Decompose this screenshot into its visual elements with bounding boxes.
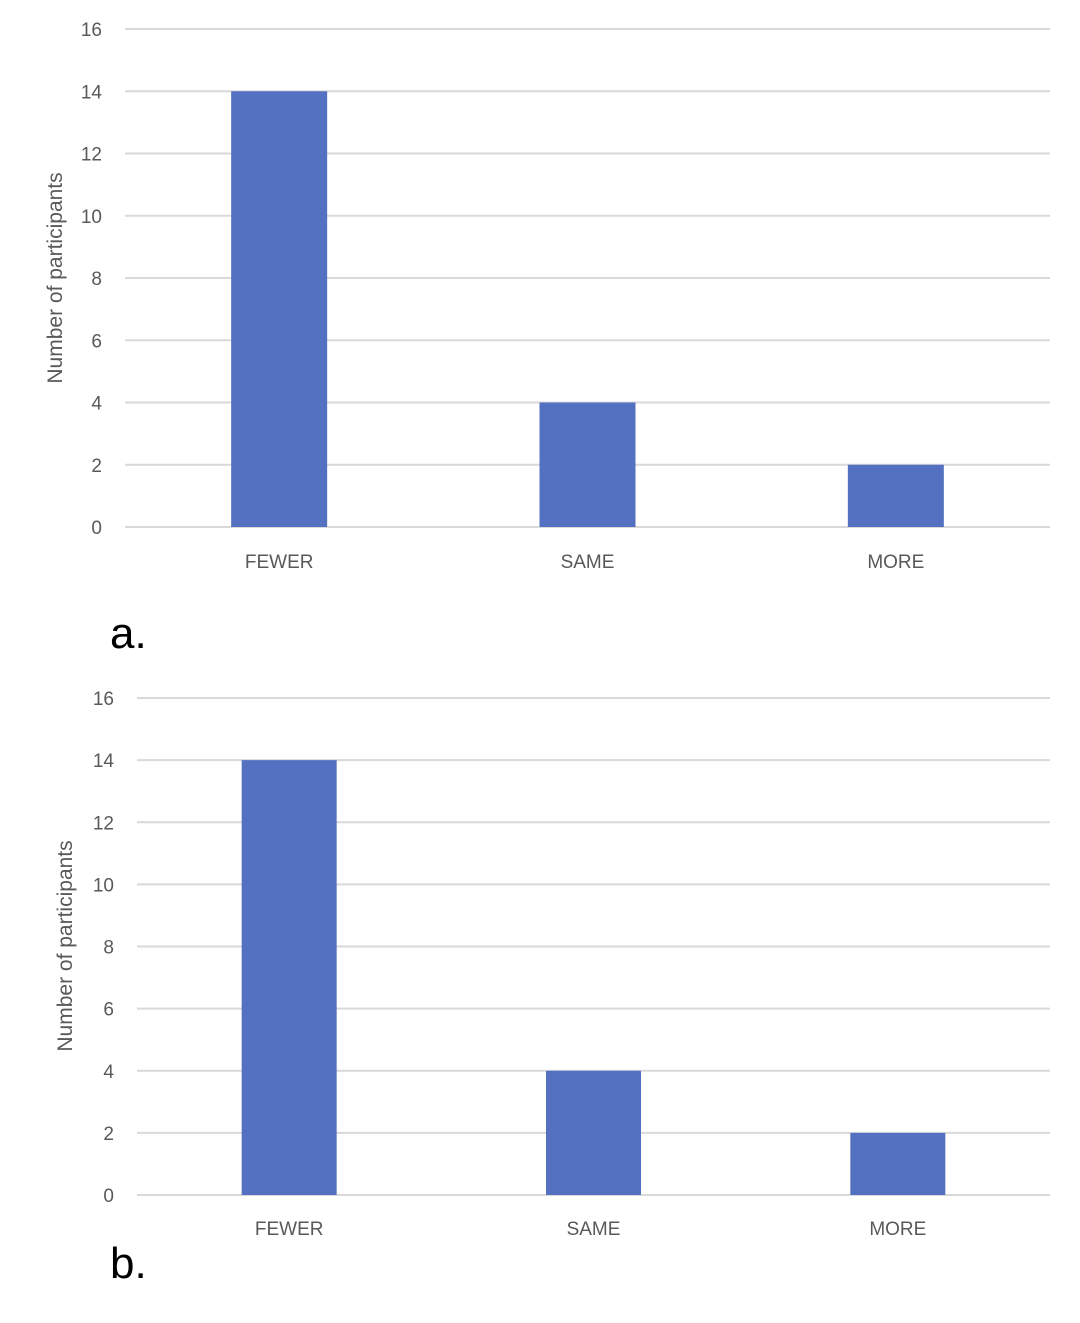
bars xyxy=(241,760,946,1195)
x-category-label: MORE xyxy=(869,1219,926,1240)
bar-fewer xyxy=(231,91,328,527)
panel-label-a: a. xyxy=(110,609,147,658)
y-axis-title: Number of participants xyxy=(54,840,77,1051)
x-category-label: FEWER xyxy=(245,552,314,573)
y-tick-label: 14 xyxy=(81,82,103,103)
y-tick-label: 4 xyxy=(103,1062,114,1083)
y-tick-label: 8 xyxy=(103,938,114,959)
bar-same xyxy=(546,1070,641,1195)
y-tick-label: 6 xyxy=(103,1000,114,1021)
x-category-label: SAME xyxy=(561,552,615,573)
y-tick-label: 10 xyxy=(93,875,114,896)
y-tick-label: 6 xyxy=(91,331,102,352)
chart-a: Number of participants a. 0 2 4 6 8 10 12 14 16 F… xyxy=(44,20,1050,658)
y-tick-label: 12 xyxy=(93,813,114,834)
chart-b: Number of participants b. 0 2 4 6 8 10 12 14 16 F… xyxy=(54,689,1050,1288)
bar-same xyxy=(539,402,636,527)
y-tick-label: 12 xyxy=(81,145,102,166)
y-tick-label: 10 xyxy=(81,207,102,228)
y-tick-label: 16 xyxy=(93,689,114,710)
y-tick-label: 2 xyxy=(91,456,102,477)
y-tick-label: 16 xyxy=(81,20,102,41)
x-category-label: SAME xyxy=(567,1219,621,1240)
y-tick-label: 2 xyxy=(103,1124,114,1145)
y-tick-label: 14 xyxy=(93,751,115,772)
bar-more xyxy=(847,464,944,527)
bars xyxy=(231,91,944,527)
bar-more xyxy=(850,1132,946,1195)
y-axis-title: Number of participants xyxy=(44,172,67,383)
panel-label-b: b. xyxy=(110,1239,147,1288)
x-category-label: MORE xyxy=(867,552,924,573)
x-category-label: FEWER xyxy=(255,1219,324,1240)
y-tick-label: 4 xyxy=(91,394,102,415)
y-tick-label: 0 xyxy=(103,1186,114,1207)
y-tick-label: 0 xyxy=(91,518,102,539)
y-tick-label: 8 xyxy=(91,269,102,290)
bar-fewer xyxy=(241,760,337,1195)
